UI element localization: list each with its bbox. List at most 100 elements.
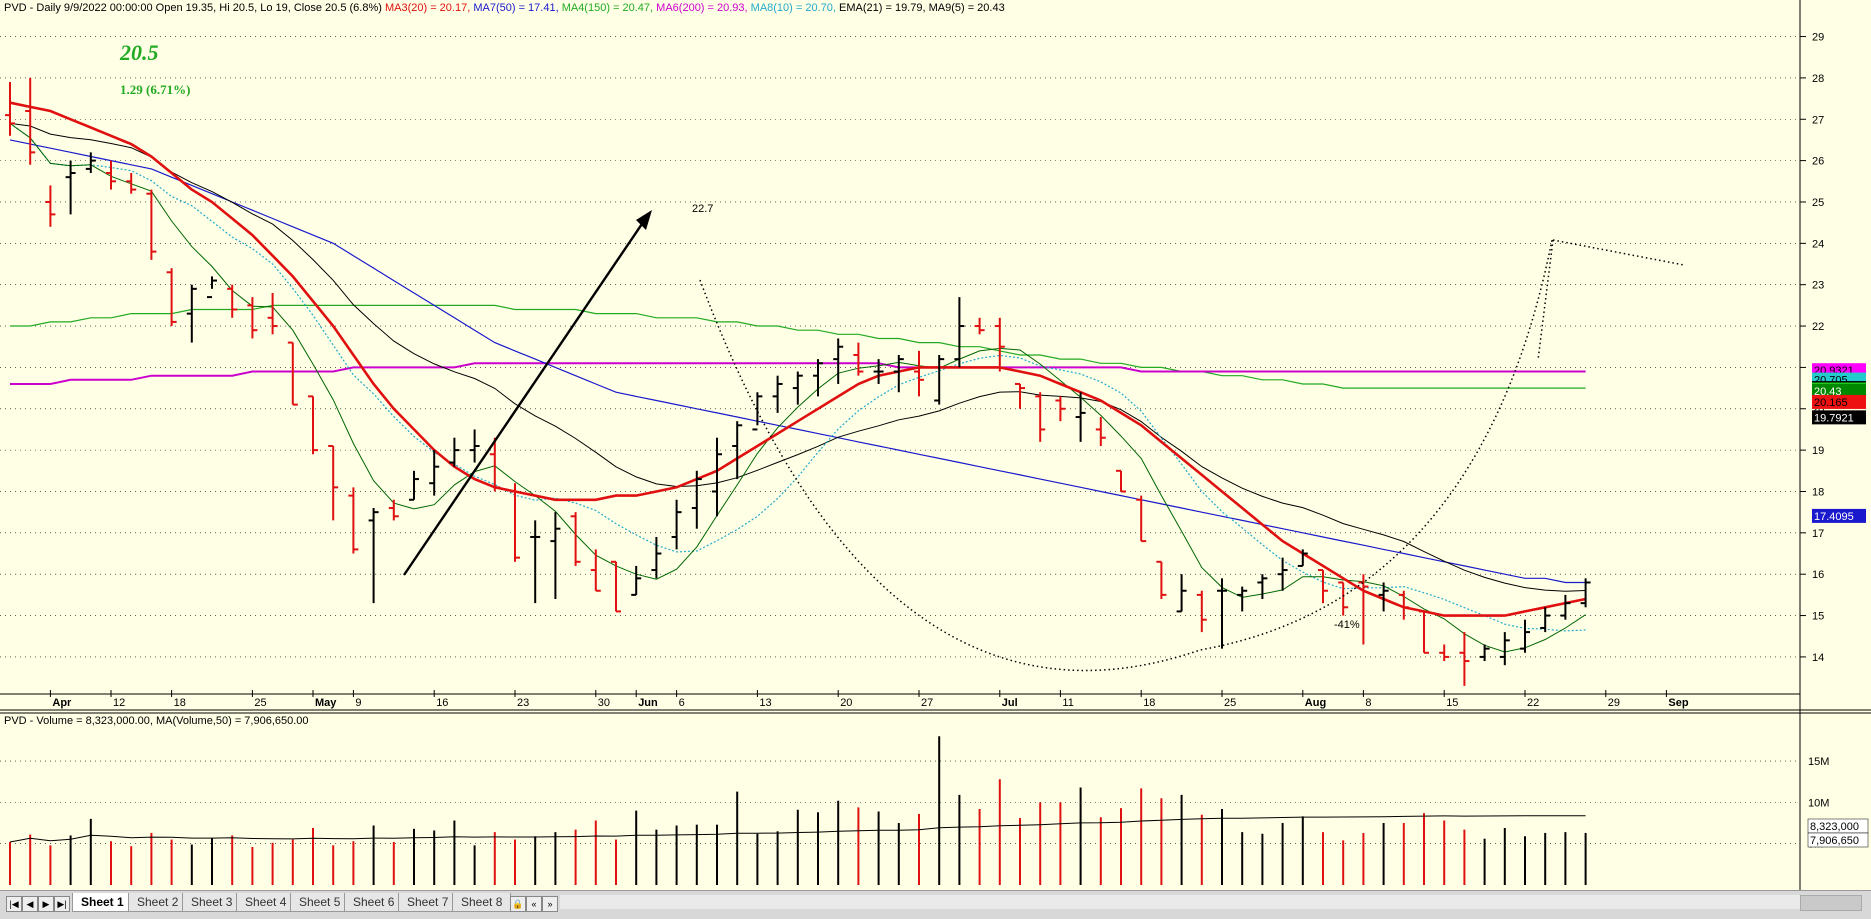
- ohlc-bar: [1499, 632, 1510, 666]
- volume-grid: [0, 760, 1800, 844]
- scroll-right-icon[interactable]: »: [542, 896, 558, 912]
- ohlc-bar: [1297, 549, 1308, 567]
- ohlc-bar: [1015, 382, 1025, 409]
- ohlc-bar: [328, 444, 339, 521]
- x-tick-label: 9: [355, 697, 361, 709]
- x-tick-label: 8: [1365, 697, 1371, 709]
- header-part-3: MA4(150) = 20.47,: [562, 2, 656, 14]
- ohlc-bar: [893, 355, 904, 393]
- ohlc-bar: [1237, 586, 1248, 612]
- tab-sheet-6[interactable]: Sheet 6: [344, 893, 404, 912]
- header-part-0: PVD - Daily 9/9/2022 00:00:00 Open 19.35…: [4, 2, 385, 14]
- y-tick-label: 22: [1812, 321, 1824, 333]
- tab-sheet-3[interactable]: Sheet 3: [182, 893, 242, 912]
- y-tick-label: 26: [1812, 156, 1824, 168]
- volume-ma-line: [9, 815, 1586, 843]
- ohlc-bars: [5, 77, 1591, 686]
- volume-value-label: 7,906,650: [1807, 832, 1869, 848]
- ohlc-bar: [1136, 495, 1147, 543]
- ma20-line: [9, 101, 1586, 617]
- ohlc-bar: [1116, 469, 1126, 493]
- first-sheet-button[interactable]: |◀: [6, 896, 22, 912]
- ohlc-bar: [994, 317, 1005, 372]
- last-sheet-button[interactable]: ▶|: [54, 896, 70, 912]
- x-tick-label: 20: [840, 697, 852, 709]
- ohlc-bar: [813, 359, 823, 397]
- volume-bars: [9, 736, 1587, 885]
- header-part-5: MA8(10) = 20.70,: [751, 2, 839, 14]
- scrollbar-thumb[interactable]: [1800, 895, 1862, 911]
- ohlc-bar: [106, 160, 116, 190]
- x-tick-label: 25: [1224, 697, 1236, 709]
- prev-sheet-button[interactable]: ◀: [22, 896, 38, 912]
- scroll-left-icon[interactable]: «: [526, 896, 542, 912]
- ohlc-bar: [1095, 417, 1106, 446]
- ohlc-bar: [671, 499, 682, 550]
- value-label: 20.165: [1812, 394, 1866, 409]
- header-part-4: MA6(200) = 20.93,: [656, 2, 750, 14]
- x-tick-label: 23: [517, 697, 529, 709]
- ohlc-bar: [1338, 581, 1349, 616]
- x-tick-label: 25: [254, 697, 266, 709]
- ohlc-bar: [1479, 644, 1490, 662]
- volume-header: PVD - Volume = 8,323,000.00, MA(Volume,5…: [4, 715, 309, 727]
- tab-sheet-1[interactable]: Sheet 1: [72, 893, 133, 912]
- ohlc-bar: [1176, 574, 1187, 613]
- y-tick-label: 24: [1812, 238, 1824, 250]
- ohlc-bar: [227, 284, 238, 318]
- ohlc-bar: [166, 268, 177, 327]
- ohlc-bar: [590, 549, 601, 592]
- ema21-line: [9, 122, 1586, 592]
- x-tick-label: 15: [1446, 697, 1458, 709]
- ohlc-bar: [873, 359, 884, 384]
- ohlc-bar: [25, 77, 36, 165]
- x-tick-label: 18: [174, 697, 186, 709]
- ohlc-bar: [1540, 607, 1551, 633]
- ohlc-bar: [974, 317, 985, 335]
- tab-sheet-4[interactable]: Sheet 4: [236, 893, 296, 912]
- svg-text:8,323,000: 8,323,000: [1810, 821, 1859, 833]
- volume-value-label: 8,323,000: [1807, 818, 1869, 834]
- x-tick-label: 13: [759, 697, 771, 709]
- x-tick-label: 30: [598, 697, 610, 709]
- y-tick-label: 15: [1812, 611, 1824, 623]
- tab-sheet-5[interactable]: Sheet 5: [290, 893, 350, 912]
- big-change: 1.29 (6.71%): [120, 82, 190, 97]
- y-tick-label: 28: [1812, 73, 1824, 85]
- ohlc-bar: [691, 470, 702, 529]
- trend-drawings: [403, 210, 1685, 672]
- tab-sheet-7[interactable]: Sheet 7: [398, 893, 458, 912]
- ohlc-bar: [772, 375, 783, 413]
- x-tick-label: Aug: [1305, 697, 1326, 709]
- horizontal-scrollbar[interactable]: [560, 895, 1800, 909]
- ohlc-bar: [1398, 590, 1409, 620]
- next-sheet-button[interactable]: ▶: [38, 896, 54, 912]
- y-tick-label: 14: [1812, 652, 1824, 664]
- x-tick-label: Jun: [638, 697, 658, 709]
- ohlc-bar: [348, 487, 359, 554]
- y-tick-label: 29: [1812, 32, 1824, 44]
- ohlc-bar: [429, 450, 440, 496]
- svg-text:19.7921: 19.7921: [1814, 412, 1854, 424]
- header-part-6: EMA(21) = 19.79, MA9(5) = 20.43: [839, 2, 1005, 14]
- y-tick-label: 17: [1812, 528, 1824, 540]
- x-tick-label: 18: [1143, 697, 1155, 709]
- lock-icon[interactable]: 🔒: [510, 896, 526, 912]
- ma200-line: [10, 362, 1586, 385]
- tab-sheet-2[interactable]: Sheet 2: [128, 893, 188, 912]
- ohlc-bar: [469, 429, 480, 463]
- ohlc-bar: [792, 371, 803, 405]
- ohlc-bar: [1378, 582, 1389, 612]
- value-label: 17.4095: [1812, 508, 1866, 523]
- ohlc-bar: [388, 499, 399, 521]
- ohlc-bar: [5, 82, 15, 136]
- ohlc-bar: [1156, 560, 1167, 600]
- ma10-line: [9, 122, 1586, 632]
- price-value-labels: 20.932120.70520.520.466120.4320.16519.79…: [1812, 363, 1866, 523]
- svg-text:17.4095: 17.4095: [1814, 511, 1854, 523]
- tab-sheet-8[interactable]: Sheet 8: [452, 893, 512, 912]
- ohlc-bar: [207, 276, 217, 299]
- ohlc-bar: [186, 284, 197, 343]
- x-tick-label: Apr: [52, 697, 72, 709]
